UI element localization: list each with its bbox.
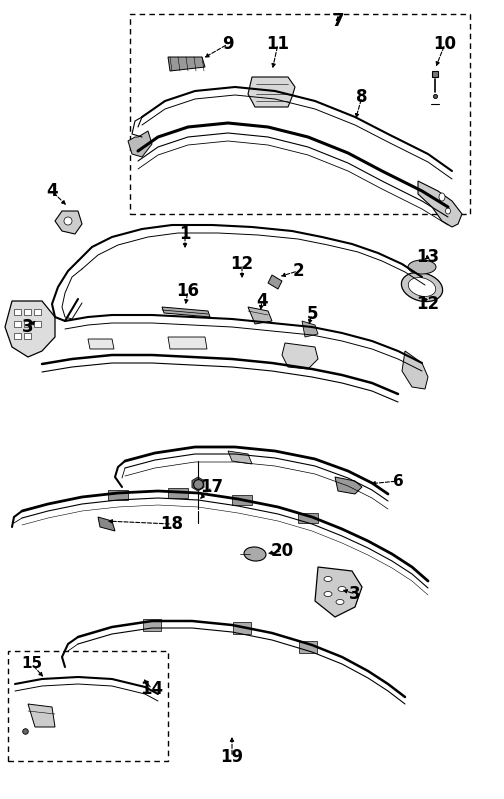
Text: 10: 10 (433, 35, 457, 53)
Text: 13: 13 (416, 248, 439, 266)
Polygon shape (128, 131, 152, 157)
Bar (14, 321, 21, 327)
Ellipse shape (446, 208, 451, 214)
Polygon shape (315, 567, 362, 617)
Bar (34, 321, 41, 327)
Polygon shape (335, 477, 362, 494)
Bar (299, 641, 317, 653)
Bar (8, 651, 168, 761)
Ellipse shape (408, 277, 436, 296)
Text: 11: 11 (267, 35, 289, 53)
Ellipse shape (439, 193, 445, 201)
Text: 19: 19 (220, 748, 243, 766)
Text: 18: 18 (160, 515, 183, 533)
Ellipse shape (338, 586, 346, 591)
Text: 1: 1 (179, 225, 191, 243)
Text: 6: 6 (393, 474, 403, 488)
Polygon shape (248, 307, 272, 324)
Text: 14: 14 (141, 680, 164, 698)
Polygon shape (282, 343, 318, 369)
Bar (232, 495, 252, 505)
Bar (24, 333, 31, 339)
Bar (108, 490, 128, 500)
Polygon shape (268, 275, 282, 289)
Text: 7: 7 (332, 12, 344, 30)
Bar (143, 619, 161, 631)
Polygon shape (418, 181, 462, 227)
Bar (14, 333, 21, 339)
Bar (34, 309, 41, 315)
Text: 20: 20 (271, 542, 293, 560)
Polygon shape (248, 77, 295, 107)
Text: 3: 3 (22, 318, 34, 336)
Polygon shape (5, 301, 55, 357)
Text: 12: 12 (416, 295, 439, 313)
Polygon shape (88, 339, 114, 349)
Circle shape (64, 217, 72, 225)
Ellipse shape (244, 547, 266, 561)
Polygon shape (162, 307, 210, 317)
Ellipse shape (401, 272, 443, 301)
Text: 4: 4 (46, 182, 58, 200)
Bar (298, 513, 318, 523)
Polygon shape (55, 211, 82, 234)
Polygon shape (302, 321, 318, 337)
Ellipse shape (324, 591, 332, 597)
Text: 4: 4 (256, 292, 268, 310)
Text: 9: 9 (222, 35, 234, 53)
Polygon shape (402, 351, 428, 389)
Text: 12: 12 (230, 255, 254, 273)
Polygon shape (168, 337, 207, 349)
Polygon shape (228, 451, 252, 464)
Bar (24, 321, 31, 327)
Polygon shape (168, 57, 205, 71)
Text: 5: 5 (306, 305, 318, 323)
Bar (130, 14, 470, 214)
Text: 2: 2 (292, 262, 304, 280)
Bar (24, 309, 31, 315)
Polygon shape (28, 704, 55, 727)
Bar (14, 309, 21, 315)
Text: 17: 17 (201, 478, 224, 496)
Bar (233, 622, 251, 634)
Text: 15: 15 (22, 657, 42, 671)
Polygon shape (98, 517, 115, 531)
Ellipse shape (336, 599, 344, 605)
Text: 16: 16 (176, 282, 200, 300)
Text: 8: 8 (356, 88, 368, 106)
Ellipse shape (324, 577, 332, 582)
Text: 3: 3 (349, 585, 361, 603)
Ellipse shape (408, 260, 436, 274)
Bar (168, 488, 188, 498)
